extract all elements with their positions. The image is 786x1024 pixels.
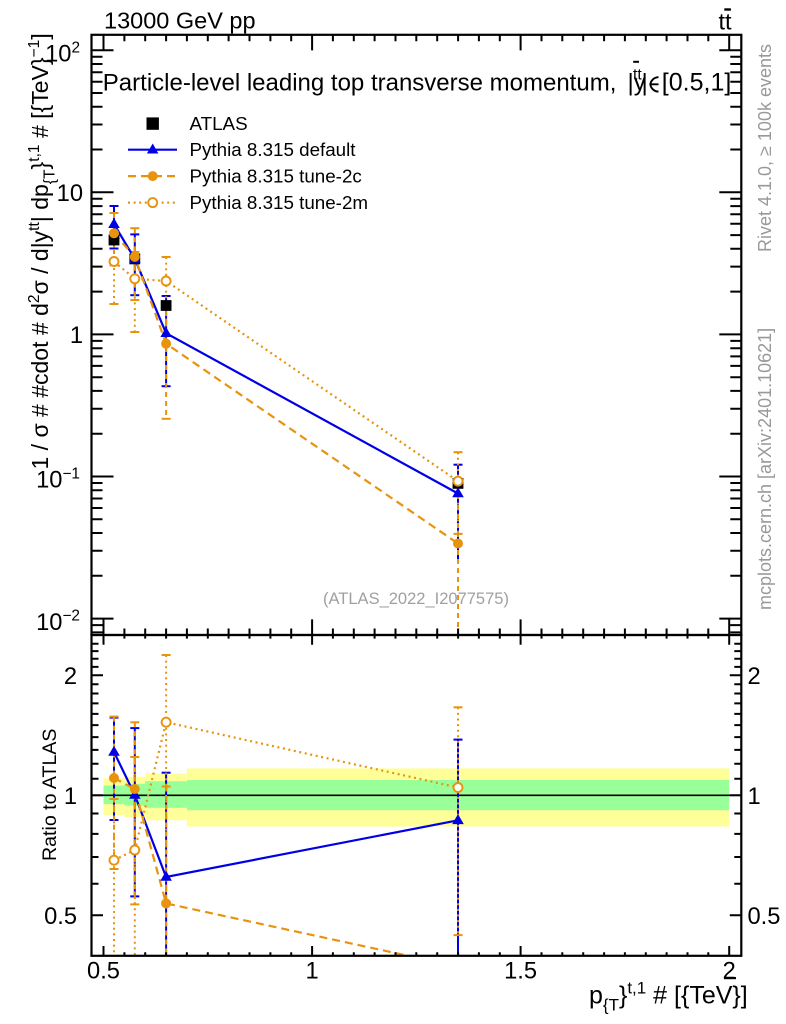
svg-text:0.5: 0.5 — [87, 959, 120, 985]
svg-text:|: | — [642, 70, 648, 97]
svg-text:10: 10 — [57, 181, 83, 207]
svg-text:Rivet 4.1.0, ≥ 100k events: Rivet 4.1.0, ≥ 100k events — [755, 44, 775, 252]
svg-text:102: 102 — [45, 39, 80, 67]
svg-text:Ratio to ATLAS: Ratio to ATLAS — [39, 728, 61, 861]
svg-text:tt: tt — [633, 67, 642, 84]
svg-text:tt: tt — [719, 9, 733, 35]
svg-text:1.5: 1.5 — [504, 959, 537, 985]
svg-text:1: 1 — [748, 784, 761, 810]
svg-text:2: 2 — [748, 664, 761, 690]
svg-text:Pythia 8.315 tune-2c: Pythia 8.315 tune-2c — [190, 165, 362, 186]
svg-text:10−1: 10−1 — [36, 466, 80, 494]
svg-text:1: 1 — [306, 959, 319, 985]
svg-text:0.5: 0.5 — [748, 904, 781, 930]
svg-text:13000 GeV pp: 13000 GeV pp — [104, 7, 256, 33]
svg-text:10−2: 10−2 — [36, 608, 80, 636]
svg-text:1: 1 — [64, 784, 77, 810]
svg-text:|y: |y — [628, 70, 646, 97]
svg-text:0.5: 0.5 — [44, 904, 77, 930]
svg-text:mcplots.cern.ch [arXiv:2401.10: mcplots.cern.ch [arXiv:2401.10621] — [755, 328, 775, 610]
svg-text:2: 2 — [64, 664, 77, 690]
svg-text:Pythia 8.315 default: Pythia 8.315 default — [190, 139, 357, 160]
svg-text:ATLAS: ATLAS — [190, 113, 248, 134]
svg-text:[0.5,1]: [0.5,1] — [662, 69, 732, 97]
svg-text:Particle-level leading top tra: Particle-level leading top transverse mo… — [103, 70, 617, 97]
svg-text:(ATLAS_2022_I2077575): (ATLAS_2022_I2077575) — [323, 590, 509, 608]
svg-text:1: 1 — [70, 323, 83, 349]
svg-text:Pythia 8.315 tune-2m: Pythia 8.315 tune-2m — [190, 192, 369, 213]
